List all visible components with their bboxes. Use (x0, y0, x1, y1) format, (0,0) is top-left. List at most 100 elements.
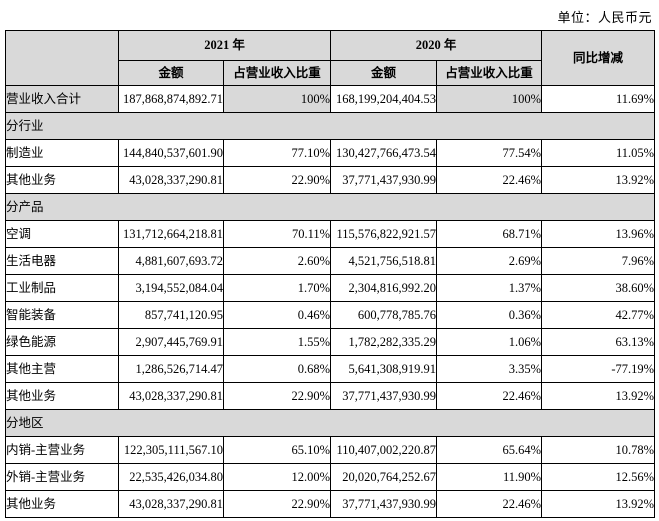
ratio-2020-cell: 100% (436, 85, 543, 113)
amount-2021-cell: 1,286,526,714.47 (118, 355, 224, 383)
row-label-cell: 其他业务 (5, 166, 119, 194)
row-label-cell: 制造业 (5, 139, 119, 167)
ratio-2020-cell: 2.69% (436, 247, 543, 275)
unit-label: 单位：人民币元 (557, 10, 652, 25)
ratio-2020-cell: 22.46% (436, 382, 543, 410)
row-label-cell: 智能装备 (5, 301, 119, 329)
amount-2021-cell: 2,907,445,769.91 (118, 328, 224, 356)
table-row: 空调 131,712,664,218.81 70.11% 115,576,822,92… (5, 220, 656, 248)
row-label-cell: 外销-主营业务 (5, 463, 119, 491)
row-label-cell: 内销-主营业务 (5, 436, 119, 464)
yoy-cell: 11.69% (541, 85, 656, 113)
corner-cell (5, 30, 119, 86)
amount-2020-header: 金额 (330, 60, 438, 86)
yoy-cell: -77.19% (541, 355, 656, 383)
ratio-2021-cell: 65.10% (222, 436, 332, 464)
table-row: 绿色能源 2,907,445,769.91 1.55% 1,782,282,335.2… (5, 328, 656, 356)
section-label: 分地区 (4, 409, 656, 437)
amount-2021-cell: 187,868,874,892.71 (118, 85, 224, 113)
ratio-2020-cell: 77.54% (436, 139, 543, 167)
ratio-2021-cell: 0.68% (222, 355, 332, 383)
ratio-2021-cell: 22.90% (222, 382, 332, 410)
yoy-cell: 13.92% (541, 490, 656, 518)
ratio-2020-cell: 22.46% (436, 490, 543, 518)
amount-2021-cell: 144,840,537,601.90 (118, 139, 224, 167)
row-label-cell: 工业制品 (5, 274, 119, 302)
amount-2020-cell: 37,771,437,930.99 (330, 382, 438, 410)
amount-2021-cell: 43,028,337,290.81 (118, 166, 224, 194)
amount-2020-cell: 1,782,282,335.29 (330, 328, 438, 356)
table-row: 生活电器 4,881,607,693.72 2.60% 4,521,756,518.8… (5, 247, 656, 275)
amount-2021-cell: 22,535,426,034.80 (118, 463, 224, 491)
section-row: 分产品 (4, 193, 656, 221)
section-row: 分地区 (4, 409, 656, 437)
row-label-cell: 其他业务 (5, 382, 119, 410)
ratio-2021-cell: 1.70% (222, 274, 332, 302)
yoy-cell: 11.05% (541, 139, 656, 167)
amount-2020-cell: 110,407,002,220.87 (330, 436, 438, 464)
yoy-cell: 63.13% (541, 328, 656, 356)
amount-2020-cell: 168,199,204,404.53 (330, 85, 438, 113)
amount-2021-cell: 43,028,337,290.81 (118, 490, 224, 518)
ratio-2020-cell: 22.46% (436, 166, 543, 194)
amount-2020-cell: 20,020,764,252.67 (330, 463, 438, 491)
yoy-cell: 13.92% (541, 166, 656, 194)
ratio-2020-header: 占营业收入比重 (436, 60, 543, 86)
yoy-header: 同比增减 (541, 30, 656, 86)
header-row-metrics: 金额 占营业收入比重 金额 占营业收入比重 (6, 60, 655, 86)
amount-2020-cell: 600,778,785.76 (330, 301, 438, 329)
table-row: 外销-主营业务 22,535,426,034.80 12.00% 20,020,764… (5, 463, 656, 491)
year-2020-header: 2020 年 (330, 30, 543, 61)
row-label-cell: 营业收入合计 (5, 85, 119, 113)
ratio-2021-header: 占营业收入比重 (222, 60, 332, 86)
yoy-cell: 42.77% (541, 301, 656, 329)
ratio-2021-cell: 22.90% (222, 166, 332, 194)
yoy-cell: 13.96% (541, 220, 656, 248)
table-row: 工业制品 3,194,552,084.04 1.70% 2,304,816,992.2… (5, 274, 656, 302)
ratio-2021-cell: 70.11% (222, 220, 332, 248)
amount-2020-cell: 5,641,308,919.91 (330, 355, 438, 383)
ratio-2020-cell: 0.36% (436, 301, 543, 329)
ratio-2020-cell: 11.90% (436, 463, 543, 491)
ratio-2021-cell: 0.46% (222, 301, 332, 329)
row-label-cell: 其他主营 (5, 355, 119, 383)
table-row: 其他主营 1,286,526,714.47 0.68% 5,641,308,919.9… (5, 355, 656, 383)
ratio-2020-cell: 1.06% (436, 328, 543, 356)
section-label: 分行业 (4, 112, 656, 140)
table-header: 2021 年 2020 年 同比增减 金额 占营业收入比重 金额 占营业收入比重 (5, 30, 656, 86)
section-row: 分行业 (4, 112, 656, 140)
ratio-2021-cell: 12.00% (222, 463, 332, 491)
yoy-cell: 13.92% (541, 382, 656, 410)
table-row: 其他业务 43,028,337,290.81 22.90% 37,771,437,93… (5, 166, 656, 194)
table-row: 智能装备 857,741,120.95 0.46% 600,778,785.76 0.3… (5, 301, 656, 329)
amount-2021-header: 金额 (118, 60, 224, 86)
yoy-cell: 38.60% (541, 274, 656, 302)
ratio-2021-cell: 1.55% (222, 328, 332, 356)
ratio-2020-cell: 65.64% (436, 436, 543, 464)
section-label: 分产品 (4, 193, 656, 221)
table-row: 营业收入合计 187,868,874,892.71 100% 168,199,204,… (5, 85, 656, 113)
ratio-2020-cell: 3.35% (436, 355, 543, 383)
amount-2021-cell: 4,881,607,693.72 (118, 247, 224, 275)
amount-2020-cell: 130,427,766,473.54 (330, 139, 438, 167)
row-label-cell: 其他业务 (5, 490, 119, 518)
table-row: 其他业务 43,028,337,290.81 22.90% 37,771,437,93… (5, 490, 656, 518)
amount-2021-cell: 3,194,552,084.04 (118, 274, 224, 302)
amount-2021-cell: 122,305,111,567.10 (118, 436, 224, 464)
yoy-cell: 10.78% (541, 436, 656, 464)
ratio-2021-cell: 2.60% (222, 247, 332, 275)
amount-2020-cell: 4,521,756,518.81 (330, 247, 438, 275)
amount-2020-cell: 37,771,437,930.99 (330, 166, 438, 194)
table-body: 营业收入合计 187,868,874,892.71 100% 168,199,204,… (4, 85, 656, 518)
year-2021-header: 2021 年 (117, 30, 332, 61)
amount-2021-cell: 43,028,337,290.81 (118, 382, 224, 410)
table-row: 制造业 144,840,537,601.90 77.10% 130,427,766,4… (5, 139, 656, 167)
revenue-breakdown-table: 2021 年 2020 年 同比增减 金额 占营业收入比重 金额 占营业收入比重… (4, 30, 656, 518)
ratio-2021-cell: 100% (222, 85, 332, 113)
ratio-2020-cell: 1.37% (436, 274, 543, 302)
yoy-cell: 12.56% (541, 463, 656, 491)
amount-2020-cell: 115,576,822,921.57 (330, 220, 438, 248)
row-label-cell: 生活电器 (5, 247, 119, 275)
row-label-cell: 空调 (5, 220, 119, 248)
